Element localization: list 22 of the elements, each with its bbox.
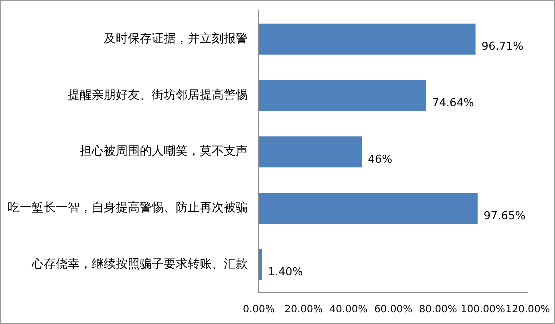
data-label: 74.64% (432, 96, 474, 110)
x-tick-label: 100.00% (460, 304, 506, 316)
y-tick-label: 担心被周围的人嘲笑，莫不支声 (80, 144, 248, 158)
bar (259, 192, 478, 224)
data-label: 46% (368, 152, 393, 166)
bar (259, 24, 476, 55)
data-label: 97.65% (484, 209, 526, 222)
x-tick-label: 80.00% (419, 304, 458, 316)
x-tick-label: 120.00% (506, 304, 550, 316)
data-label: 1.40% (268, 266, 304, 279)
x-tick-label: 40.00% (330, 304, 368, 316)
y-tick-label: 提醒亲朋好友、街坊邻居提高警惕 (68, 88, 248, 102)
x-tick-label: 20.00% (284, 304, 323, 316)
x-tick-label: 60.00% (374, 304, 413, 316)
y-tick-label: 心存侥幸，继续按照骗子要求转账、汇款 (31, 256, 248, 271)
bar (259, 136, 362, 168)
bar (259, 249, 262, 280)
x-tick-label: 0.00% (243, 304, 275, 316)
y-tick-label: 及时保存证据，并立刻报警 (104, 32, 248, 46)
data-label: 96.71% (482, 40, 524, 54)
y-tick-label: 吃一堑长一智，自身提高警惕、防止再次被骗 (8, 200, 248, 215)
bar (259, 80, 426, 112)
